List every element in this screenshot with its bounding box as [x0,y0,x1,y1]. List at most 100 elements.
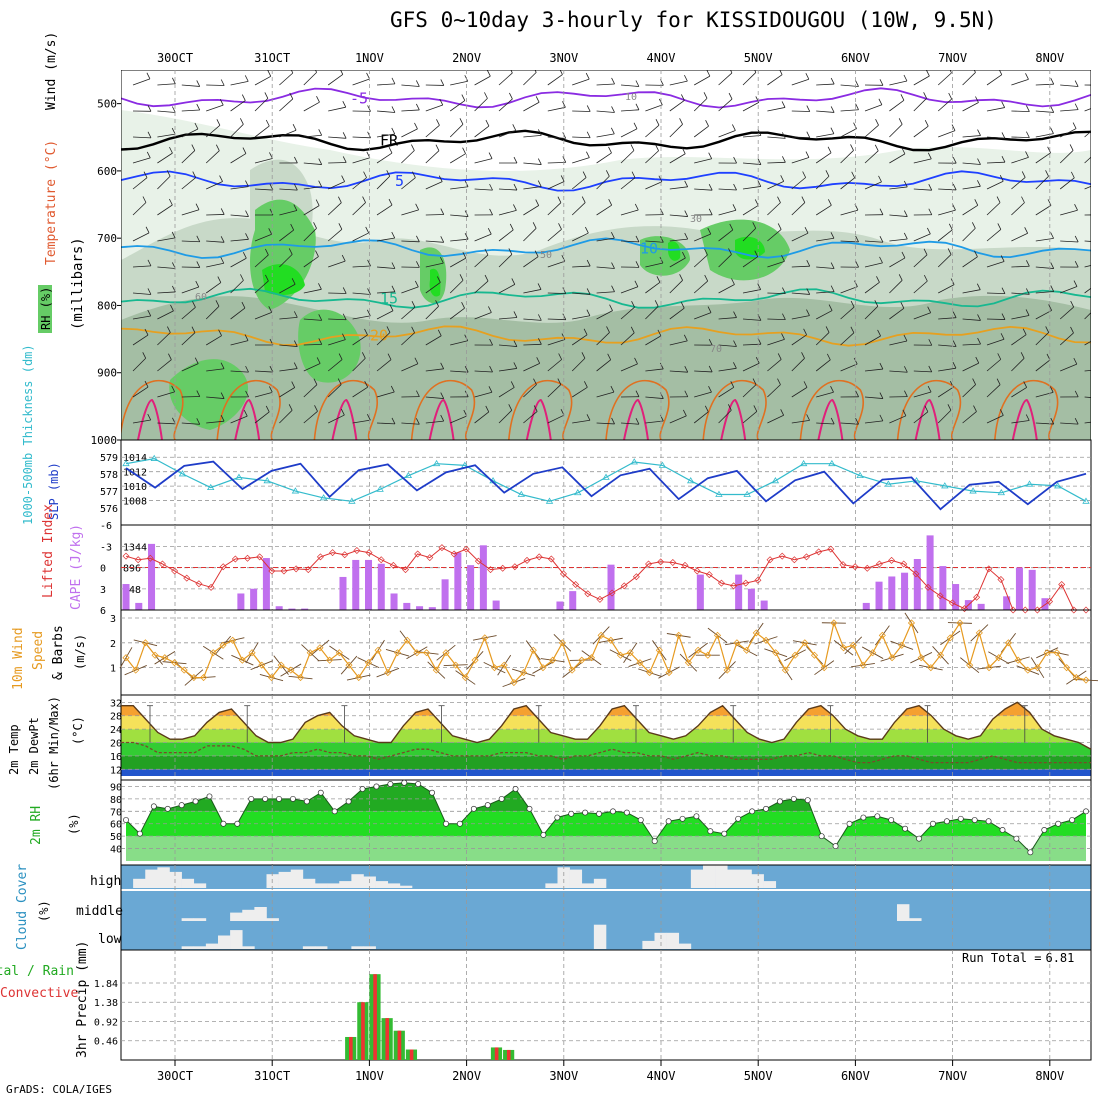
wind-barb-flag [365,226,370,234]
wind-barb-flag [1025,73,1029,80]
wind-barb-flag [656,276,661,283]
wind-barb-flag [754,70,757,73]
wind-barb [572,78,590,86]
wind-barb [376,332,391,346]
wind-barb-flag [879,362,884,370]
wind-barb [962,343,981,346]
wind-barb [1035,110,1054,113]
wind-barb [620,306,635,320]
profile-ytick-label: 700 [97,232,117,245]
wind-barb [913,312,931,320]
wind10-point [762,636,770,644]
wind-barb-flag [923,92,927,99]
wind-barb-flag [315,250,319,257]
wind10-point [539,664,547,672]
wind10-point [733,639,741,647]
wind-barb-flag [342,101,347,108]
wind-barb-flag [801,352,805,359]
wind-barb [352,177,367,190]
wind-barb [1060,240,1079,243]
wind-barb-flag [830,127,835,134]
lifted-point [426,554,434,562]
cape-bar [135,602,143,610]
cloud-low-bar [351,946,364,949]
wind-barb-flag [513,362,518,369]
wind-barb [1011,334,1027,346]
wind-barb [571,177,587,190]
wind-barb-flag [167,326,171,333]
lifted-point [669,559,677,567]
wind-barb [572,315,590,320]
wind-barb [767,414,784,424]
rh2-point [735,815,742,822]
lifted-point [803,553,811,561]
wind10-point [267,673,276,682]
wind-barb-flag [659,236,664,243]
wind-barb-flag [1074,260,1079,268]
wind-barb [157,359,172,372]
rh-contour-label: 70 [710,344,722,355]
wind-barb-flag [999,175,1004,182]
wind-barb [279,344,298,347]
wind-barb-flag [898,118,903,125]
wind-barb-flag [169,198,173,206]
wind-barb-flag [316,357,321,364]
wind-barb-flag [391,106,396,113]
wind-barb-flag [513,311,518,318]
thickness-ytick-label: 578 [100,470,118,481]
wind-barb-flag [291,278,296,285]
wind-barb-flag [342,287,347,294]
rh-shading [429,268,441,297]
wind-barb-flag [1024,227,1029,234]
lifted-point [341,551,349,559]
wind10-point [1024,666,1032,674]
wind-barb-flag [511,278,516,285]
wind-barb [816,83,835,86]
wind-barb [205,150,220,164]
wind-barb [328,414,345,424]
wind-barb [230,307,246,320]
cape-bar [365,559,373,610]
wind-barb [913,75,930,86]
wind-barb-flag [436,119,440,126]
cape-bar [569,591,577,610]
wind-barb-flag [1074,103,1079,110]
cloud-high-bar [339,881,352,888]
wind-barb-flag [876,276,880,283]
wind-barb-flag [508,248,513,255]
wind10-point [219,641,227,649]
wind-barb [303,363,321,372]
rh2-point [763,805,769,812]
wind-barb-flag [854,280,858,287]
cape-ytick-label: 448 [123,585,141,596]
wind10-point [258,661,266,669]
wind-barb-flag [682,251,686,259]
wind-barb [937,409,952,424]
wind-barb [303,205,320,216]
wind-barb-flag [268,306,273,313]
wind-barb-flag [581,352,586,359]
wind10-point [180,666,188,674]
wind-barb-flag [367,413,371,421]
wind-barb-flag [142,352,147,359]
wind-barb [962,384,976,398]
lifted-point [523,556,531,564]
wind-barb-flag [727,404,732,411]
thickness-point [263,477,271,484]
wind-barb [206,262,224,268]
t2-band [121,769,1091,776]
wind-barb [328,181,345,190]
wind-barb [937,229,953,242]
wind10-point [413,649,421,657]
bottom-date-label: 4NOV [647,1069,676,1083]
rh-shading [121,295,1091,440]
wind10-point [995,654,1003,662]
wind-barb [1060,209,1078,216]
wind-barb [962,162,981,165]
wind-barb-flag [485,119,490,127]
wind-barb-flag [997,223,1002,230]
wind-barb-flag [1070,326,1074,334]
wind-barb-flag [341,175,345,182]
t2-ytick-label: 12 [110,765,122,776]
wind-barb-flag [488,306,492,313]
